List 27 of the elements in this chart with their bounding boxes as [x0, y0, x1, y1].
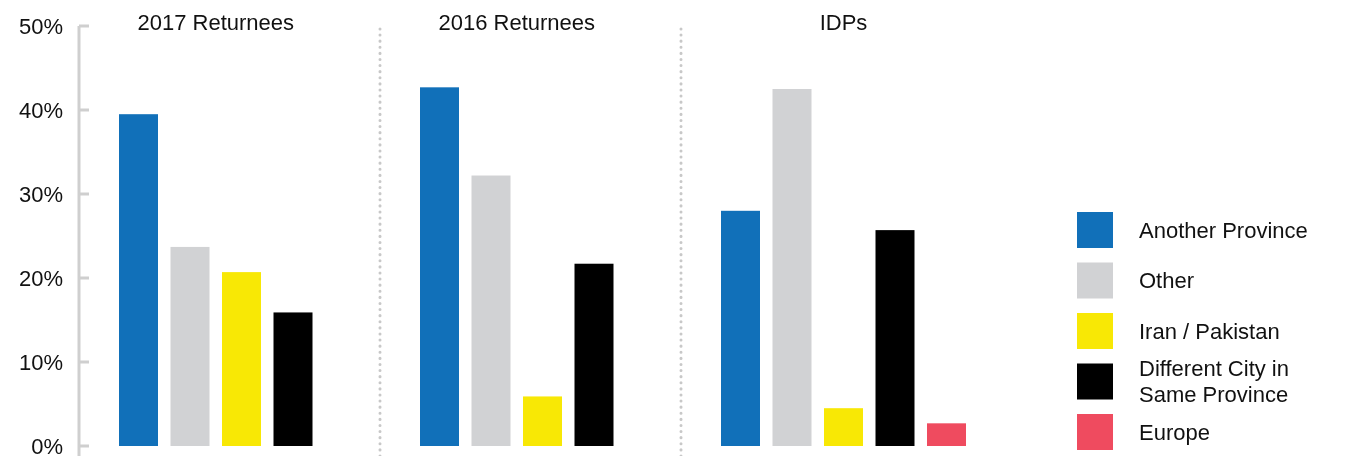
bar	[772, 89, 812, 446]
bar	[471, 175, 511, 446]
bar	[420, 87, 459, 446]
legend-label: Europe	[1139, 419, 1210, 445]
y-tick-label: 40%	[18, 97, 63, 123]
y-tick-label: 20%	[18, 265, 63, 291]
bar	[523, 396, 562, 446]
legend-label: Iran / Pakistan	[1139, 318, 1280, 344]
x-tick-label: IDPs	[819, 10, 868, 35]
bar	[927, 423, 966, 446]
y-tick-label: 30%	[18, 181, 63, 207]
bar	[119, 114, 158, 446]
bar	[824, 408, 863, 446]
bar	[574, 263, 614, 446]
x-tick-label: 2017 Returnees	[137, 10, 295, 35]
bar	[222, 272, 261, 446]
bar	[721, 210, 760, 446]
y-tick-label: 50%	[18, 13, 63, 39]
legend-label: Different City in Same Province	[1139, 356, 1289, 408]
legend-label: Another Province	[1139, 217, 1308, 243]
bar	[273, 312, 313, 446]
y-tick-label: 0%	[31, 433, 63, 456]
bar	[875, 230, 915, 446]
x-tick-label: 2016 Returnees	[438, 10, 596, 35]
y-tick-label: 10%	[18, 349, 63, 375]
legend-label: Other	[1139, 268, 1195, 294]
bar	[170, 246, 210, 446]
